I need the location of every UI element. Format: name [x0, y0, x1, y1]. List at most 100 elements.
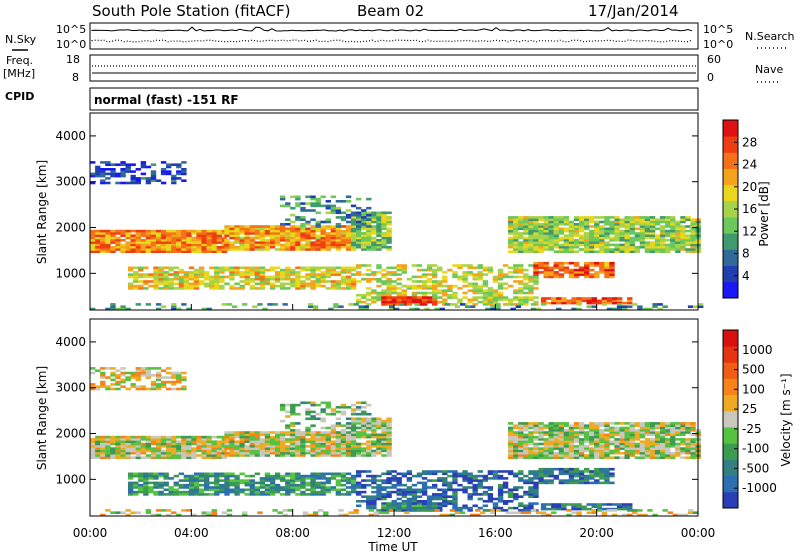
echo-cell — [386, 449, 392, 453]
echo-cell — [350, 440, 357, 443]
echo-cell — [548, 229, 554, 233]
echo-cell — [391, 291, 397, 295]
echo-cell — [624, 447, 630, 450]
echo-cell — [345, 472, 352, 476]
power-colorbar-label: Power [dB] — [757, 181, 771, 246]
echo-cell — [599, 454, 605, 457]
echo-cell — [589, 454, 595, 457]
echo-cell — [533, 232, 539, 235]
echo-cell — [447, 294, 453, 297]
echo-cell — [330, 239, 337, 242]
echo-cell — [186, 307, 192, 311]
echo-cell — [543, 216, 549, 219]
echo-cell — [155, 239, 162, 242]
echo-cell — [649, 248, 656, 251]
echo-cell — [135, 232, 141, 235]
echo-cell — [452, 271, 458, 274]
echo-cell — [285, 277, 291, 281]
echo-cell — [376, 277, 382, 281]
echo-cell — [234, 483, 240, 487]
echo-cell — [166, 239, 172, 242]
echo-cell — [295, 454, 301, 457]
echo-cell — [386, 440, 392, 443]
echo-cell — [330, 431, 337, 434]
echo-cell — [604, 449, 610, 453]
echo-cell — [510, 511, 516, 514]
echo-cell — [280, 227, 286, 231]
echo-cell — [259, 445, 266, 448]
freq-label-line1: Freq. — [6, 54, 33, 67]
echo-cell — [300, 268, 306, 272]
echo-cell — [437, 477, 443, 480]
echo-cell — [477, 273, 483, 276]
echo-cell — [538, 481, 544, 485]
echo-cell — [568, 481, 575, 485]
echo-cell — [366, 232, 372, 235]
echo-cell — [462, 275, 468, 279]
echo-cell — [386, 298, 392, 302]
echo-cell — [206, 243, 212, 247]
echo-cell — [335, 239, 342, 242]
date-title: 17/Jan/2014 — [588, 2, 679, 20]
echo-cell — [401, 296, 407, 299]
echo-cell — [472, 493, 478, 496]
echo-cell — [135, 435, 141, 439]
echo-cell — [581, 297, 587, 300]
echo-cell — [639, 223, 646, 226]
echo-cell — [198, 472, 205, 476]
echo-cell — [335, 223, 342, 226]
echo-cell — [201, 236, 207, 240]
echo-cell — [563, 435, 570, 439]
echo-cell — [340, 438, 347, 441]
echo-cell — [254, 447, 261, 450]
echo-cell — [348, 303, 354, 306]
echo-cell — [386, 422, 392, 425]
echo-cell — [634, 216, 641, 219]
echo-cell — [437, 268, 443, 272]
echo-cell — [525, 511, 532, 514]
echo-cell — [518, 303, 524, 306]
echo-cell — [110, 229, 116, 233]
echo-cell — [391, 296, 397, 299]
echo-cell — [523, 287, 529, 290]
echo-cell — [361, 412, 367, 416]
echo-cell — [345, 417, 352, 421]
echo-cell — [386, 277, 392, 281]
echo-cell — [133, 277, 139, 281]
echo-cell — [100, 440, 106, 443]
echo-cell — [381, 216, 387, 219]
echo-cell — [406, 287, 413, 290]
y-tick-label: 2000 — [55, 221, 86, 235]
echo-cell — [280, 477, 286, 480]
echo-cell — [115, 232, 121, 235]
echo-cell — [193, 268, 200, 272]
echo-cell — [295, 204, 301, 208]
echo-cell — [632, 509, 638, 512]
echo-cell — [533, 442, 539, 446]
echo-cell — [538, 266, 544, 270]
echo-cell — [627, 301, 633, 305]
echo-cell — [290, 490, 296, 494]
echo-cell — [115, 241, 121, 244]
echo-cell — [259, 440, 266, 443]
echo-cell — [249, 284, 255, 288]
echo-cell — [285, 273, 291, 276]
echo-cell — [335, 431, 342, 434]
echo-cell — [594, 227, 600, 231]
echo-cell — [515, 511, 521, 514]
echo-cell — [381, 431, 387, 434]
echo-cell — [325, 273, 331, 276]
echo-cell — [366, 243, 372, 247]
echo-cell — [508, 472, 514, 476]
echo-cell — [153, 486, 159, 489]
echo-cell — [158, 282, 164, 286]
echo-cell — [371, 291, 377, 295]
echo-cell — [371, 227, 377, 231]
echo-cell — [285, 424, 291, 427]
echo-cell — [566, 299, 572, 303]
echo-cell — [482, 266, 489, 270]
echo-cell — [523, 479, 529, 482]
echo-cell — [528, 490, 534, 494]
echo-cell — [523, 303, 529, 306]
echo-cell — [315, 245, 321, 249]
